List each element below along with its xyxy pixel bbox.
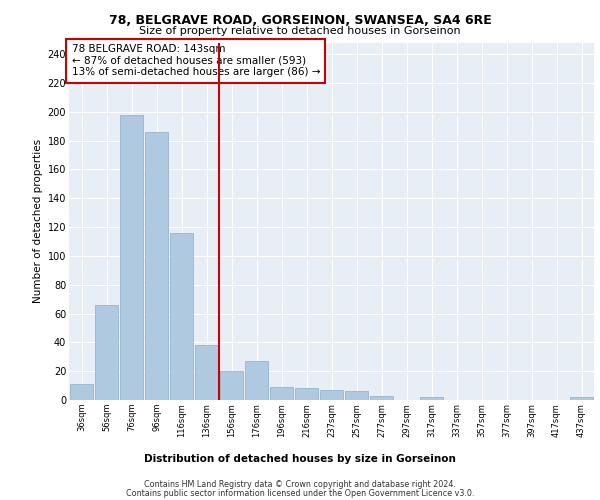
Bar (295, 388, 318, 400)
Bar (70, 384, 93, 400)
Bar (370, 396, 393, 400)
Bar (420, 397, 443, 400)
Text: Distribution of detached houses by size in Gorseinon: Distribution of detached houses by size … (144, 454, 456, 464)
Bar (345, 392, 368, 400)
Bar (320, 390, 343, 400)
Text: Contains public sector information licensed under the Open Government Licence v3: Contains public sector information licen… (126, 488, 474, 498)
Text: 78 BELGRAVE ROAD: 143sqm
← 87% of detached houses are smaller (593)
13% of semi-: 78 BELGRAVE ROAD: 143sqm ← 87% of detach… (71, 44, 320, 78)
Bar (570, 397, 593, 400)
Bar (195, 345, 218, 400)
Y-axis label: Number of detached properties: Number of detached properties (34, 139, 43, 304)
Bar (95, 305, 118, 400)
Bar (220, 371, 243, 400)
Text: Size of property relative to detached houses in Gorseinon: Size of property relative to detached ho… (139, 26, 461, 36)
Bar (120, 114, 143, 400)
Text: 78, BELGRAVE ROAD, GORSEINON, SWANSEA, SA4 6RE: 78, BELGRAVE ROAD, GORSEINON, SWANSEA, S… (109, 14, 491, 27)
Bar (145, 132, 168, 400)
Bar (270, 387, 293, 400)
Bar (245, 361, 268, 400)
Bar (170, 233, 193, 400)
Text: Contains HM Land Registry data © Crown copyright and database right 2024.: Contains HM Land Registry data © Crown c… (144, 480, 456, 489)
